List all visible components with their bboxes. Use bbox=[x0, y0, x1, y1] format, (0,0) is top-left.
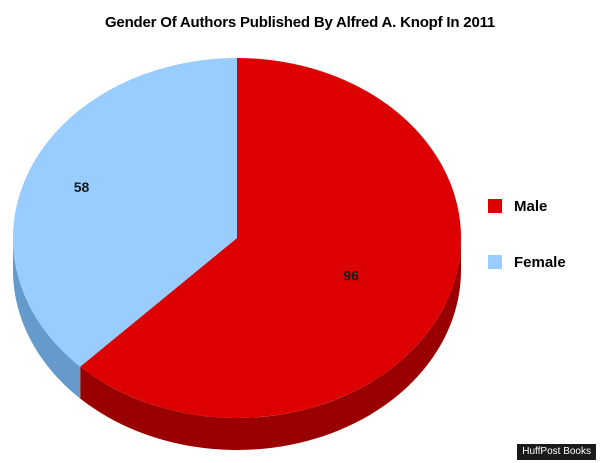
chart-title: Gender Of Authors Published By Alfred A.… bbox=[104, 14, 496, 31]
data-label-female: 58 bbox=[74, 179, 90, 195]
pie-labels: 96 58 bbox=[74, 179, 359, 283]
data-label-male: 96 bbox=[343, 267, 359, 283]
legend-label-male: Male bbox=[514, 197, 548, 215]
pie-slice-female bbox=[12, 58, 238, 367]
pie-depth bbox=[13, 238, 461, 450]
pie-side-male bbox=[80, 238, 461, 450]
credit-badge: HuffPost Books bbox=[517, 444, 596, 460]
legend: Male Female bbox=[488, 196, 566, 308]
legend-swatch-male bbox=[488, 199, 502, 213]
pie-side-female bbox=[13, 238, 81, 399]
pie-slice-male bbox=[80, 58, 461, 419]
legend-item-male: Male bbox=[488, 196, 566, 216]
legend-swatch-female bbox=[488, 255, 502, 269]
pie-top bbox=[12, 58, 461, 419]
legend-item-female: Female bbox=[488, 252, 566, 272]
legend-label-female: Female bbox=[514, 253, 566, 271]
